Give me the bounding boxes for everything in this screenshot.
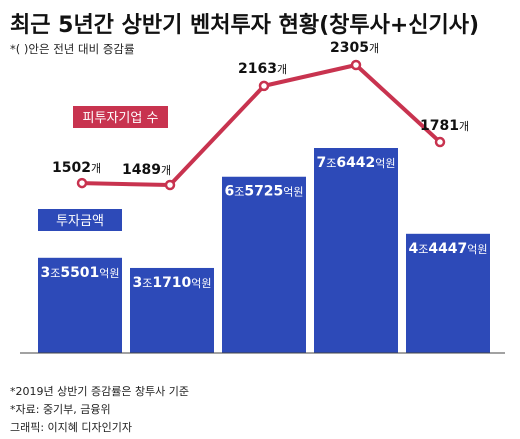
bar-value-label-1: 3조1710억원 [132, 275, 211, 291]
bar-value-label-2: 6조5725억원 [224, 184, 303, 200]
bar-value-label-4: 4조4447억원 [408, 241, 487, 257]
footnote-2: *자료: 중기부, 금융위 [10, 403, 111, 416]
bar-value-label-3: 7조6442억원 [316, 155, 395, 171]
legend-bar: 투자금액 [38, 209, 122, 231]
legend-line-box [73, 106, 168, 128]
legend-line-label: 피투자기업 수 [83, 111, 159, 126]
bar-3 [314, 148, 398, 353]
line-value-label-1: 1489개 [122, 162, 171, 178]
line-labels-layer: 1502개 1489개 2163개 2305개 1781개 [52, 40, 469, 178]
legend-line: 피투자기업 수 [73, 106, 168, 128]
bar-4 [406, 233, 490, 353]
line-point-1 [164, 179, 176, 191]
line-value-label-0: 1502개 [52, 160, 101, 176]
line-value-label-2: 2163개 [238, 61, 287, 77]
bar-labels-layer: 3조5501억원 3조1710억원 6조5725억원 7조6442억원 4조4447억원 [40, 155, 487, 291]
line-point-0 [76, 177, 88, 189]
footnote-1: *2019년 상반기 증감률은 창투사 기준 [10, 385, 189, 398]
line-value-label-4: 1781개 [420, 118, 469, 134]
bar-0 [38, 257, 122, 353]
chart-title: 최근 5년간 상반기 벤처투자 현황(창투사+신기사) [10, 13, 479, 38]
bar-2 [222, 176, 306, 353]
line-point-2 [258, 80, 270, 92]
bar-1 [130, 267, 214, 353]
footnote-3: 그래픽: 이지혜 디자인기자 [10, 421, 132, 434]
line-layer [76, 59, 446, 191]
line-point-4 [434, 136, 446, 148]
line-point-3 [350, 59, 362, 71]
legend-bar-box [38, 209, 122, 231]
legend-bar-label: 투자금액 [56, 214, 104, 229]
bars-layer [38, 148, 490, 353]
line-value-label-3: 2305개 [330, 40, 379, 56]
chart-subtitle: *( )안은 전년 대비 증감률 [10, 42, 135, 56]
bar-value-label-0: 3조5501억원 [40, 265, 119, 281]
